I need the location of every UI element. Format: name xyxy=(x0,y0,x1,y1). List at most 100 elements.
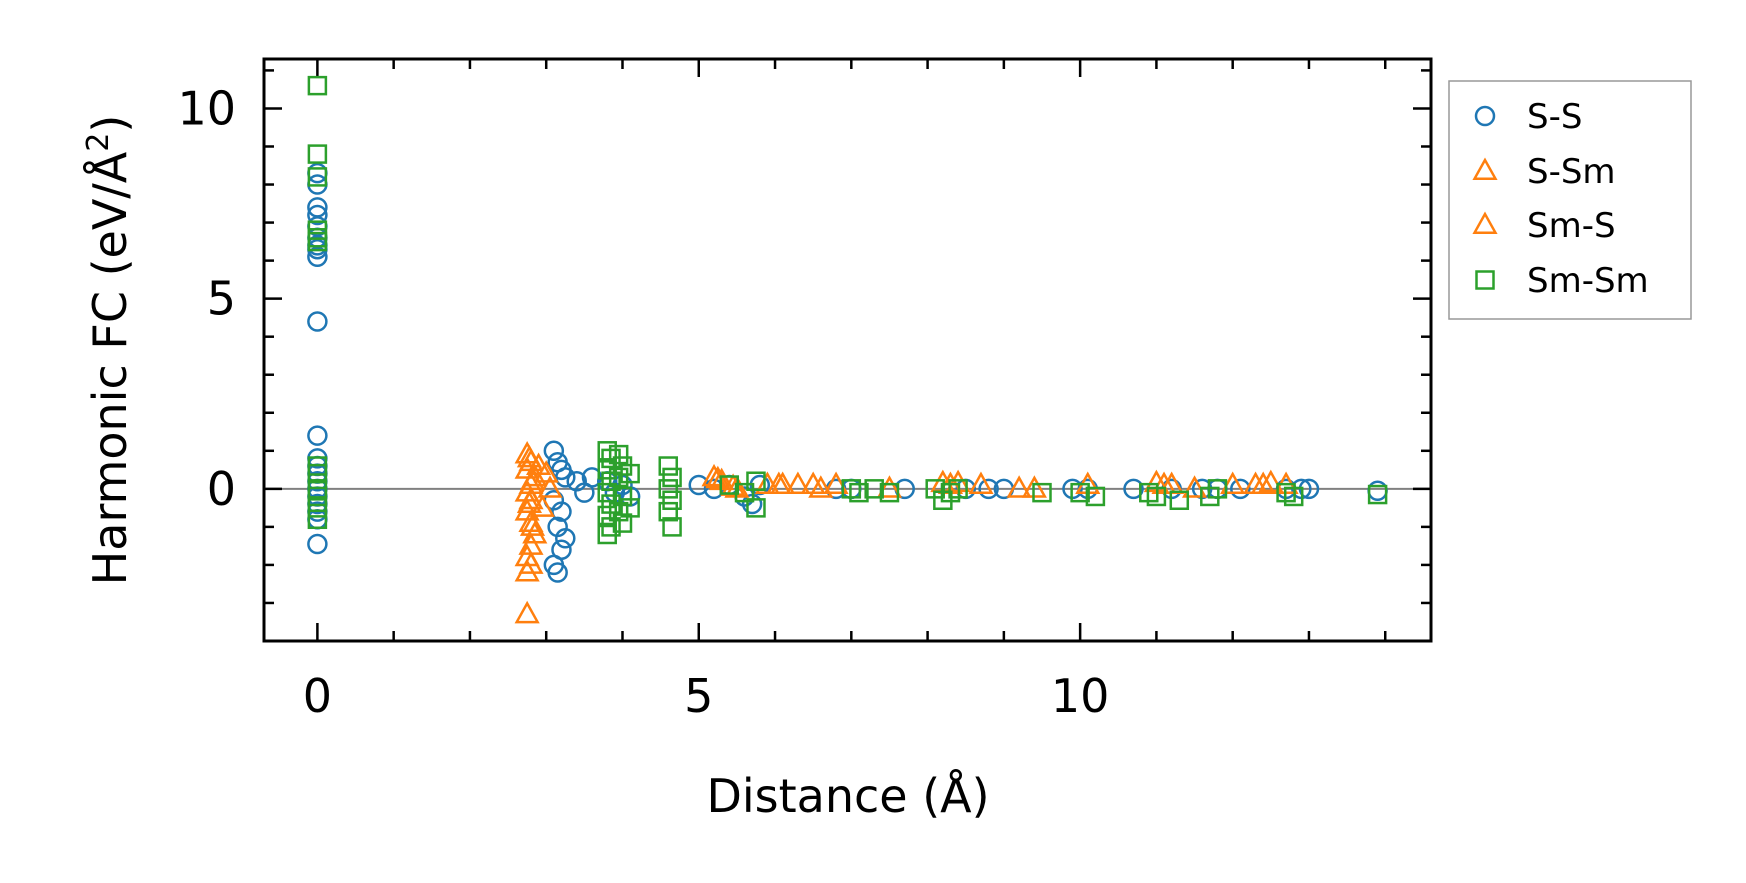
legend-item-s-s: S-S xyxy=(1474,97,1582,137)
data-point xyxy=(933,490,953,511)
data-point xyxy=(1230,478,1251,500)
data-point xyxy=(1169,490,1190,511)
y-tick-label: 10 xyxy=(177,81,236,135)
data-point xyxy=(734,482,755,503)
plot-area xyxy=(262,57,1433,643)
data-point xyxy=(1006,475,1032,498)
data-point xyxy=(1283,486,1304,507)
legend-box xyxy=(1448,80,1692,320)
data-point xyxy=(948,479,968,499)
data-point xyxy=(785,471,811,494)
data-point xyxy=(662,490,682,511)
legend-label: S-Sm xyxy=(1527,152,1616,192)
data-point xyxy=(516,490,543,514)
data-point xyxy=(662,517,682,537)
legend-item-sm-sm: Sm-Sm xyxy=(1475,261,1649,301)
x-tick-label: 10 xyxy=(1051,669,1110,723)
data-point xyxy=(746,471,766,491)
data-point xyxy=(766,471,792,494)
data-point xyxy=(746,498,766,518)
y-axis-title-superscript: 2 xyxy=(81,133,116,152)
data-point xyxy=(533,460,559,483)
legend-label: Sm-S xyxy=(1527,206,1616,246)
data-point xyxy=(823,471,849,494)
data-point xyxy=(307,75,328,96)
legend-marker-shape xyxy=(1472,157,1498,180)
x-tick-label: 5 xyxy=(684,669,713,723)
data-point xyxy=(1250,471,1276,494)
data-point xyxy=(620,498,640,518)
axis-ticks xyxy=(264,59,1431,643)
legend-marker-circle xyxy=(1474,105,1496,127)
data-point xyxy=(879,482,900,503)
data-point xyxy=(808,475,834,498)
data-point xyxy=(1070,482,1090,503)
data-point xyxy=(307,167,328,187)
data-point xyxy=(658,479,679,499)
data-point xyxy=(658,501,679,522)
data-point xyxy=(597,482,617,503)
series-s-s xyxy=(307,162,1388,583)
y-axis-title: Harmonic FC (eV/Å2) xyxy=(81,115,137,586)
data-point xyxy=(519,513,546,536)
data-point xyxy=(1123,478,1144,500)
y-axis-title-main: Harmonic FC (eV/Å xyxy=(83,151,137,585)
y-tick-labels: 0 5 10 xyxy=(177,81,236,515)
legend-marker-triangle xyxy=(1472,157,1498,180)
data-point xyxy=(1085,486,1106,507)
data-point xyxy=(307,246,328,268)
legend-marker-shape xyxy=(1472,211,1498,234)
data-point xyxy=(662,467,682,488)
data-point xyxy=(555,467,576,488)
legend-label: Sm-Sm xyxy=(1527,261,1649,301)
series-s-sm xyxy=(514,441,1299,624)
x-tick-label: 0 xyxy=(303,669,332,723)
data-point xyxy=(307,231,328,252)
data-point xyxy=(514,600,540,624)
data-point xyxy=(307,311,328,332)
data-point xyxy=(1367,480,1388,501)
y-tick-label: 0 xyxy=(207,462,236,516)
legend-item-sm-s: Sm-S xyxy=(1472,206,1616,246)
data-point xyxy=(978,478,999,500)
data-point xyxy=(608,444,629,465)
data-point xyxy=(307,509,328,530)
data-point xyxy=(551,501,572,522)
data-point xyxy=(1220,471,1246,494)
data-point xyxy=(514,558,540,582)
data-point xyxy=(597,524,617,545)
data-point xyxy=(307,425,328,446)
data-point xyxy=(307,498,328,518)
data-points xyxy=(307,75,1388,624)
legend-label: S-S xyxy=(1527,97,1582,137)
data-point xyxy=(555,528,576,549)
data-point xyxy=(608,467,629,488)
data-point xyxy=(849,482,869,503)
data-point xyxy=(658,456,679,476)
data-point xyxy=(307,533,328,555)
data-point xyxy=(1181,475,1208,498)
x-axis-title: Distance (Å) xyxy=(706,769,989,823)
data-point xyxy=(307,463,328,484)
data-point xyxy=(1367,484,1388,505)
x-tick-labels: 0 5 10 xyxy=(303,669,1110,723)
data-point xyxy=(307,486,328,507)
data-point xyxy=(1146,486,1167,507)
data-point xyxy=(864,479,884,499)
data-point xyxy=(537,475,563,498)
data-point xyxy=(968,471,994,494)
data-point xyxy=(608,501,629,522)
y-axis-title-close: ) xyxy=(83,115,137,133)
legend-marker-square xyxy=(1475,270,1495,290)
legend-marker-shape xyxy=(1474,105,1496,127)
plot-frame xyxy=(262,57,1433,643)
data-point xyxy=(1207,479,1228,499)
data-point xyxy=(307,144,328,164)
y-tick-label: 5 xyxy=(207,272,236,326)
series-sm-sm xyxy=(307,75,1388,545)
data-point xyxy=(620,463,640,484)
data-point xyxy=(876,475,903,498)
data-point xyxy=(516,444,543,468)
data-point xyxy=(1258,469,1284,493)
